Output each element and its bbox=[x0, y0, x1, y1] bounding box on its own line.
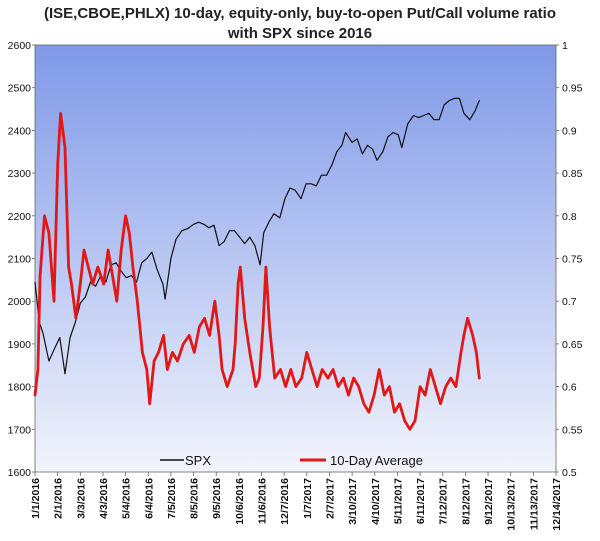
x-tick-label: 11/13/2017 bbox=[528, 478, 540, 530]
y-right-axis: 0.5 0.55 0.6 0.65 0.7 0.75 0.8 0.85 0.9 0.95 1 bbox=[556, 40, 583, 479]
series-line-10-day-average bbox=[33, 111, 481, 431]
x-tick-label: 1/7/2017 bbox=[302, 478, 314, 519]
y-right-tick-label: 0.7 bbox=[562, 296, 577, 308]
x-tick-label: 10/13/2017 bbox=[506, 478, 518, 531]
x-tick-label: 3/10/2017 bbox=[347, 478, 359, 525]
y-left-tick-label: 2500 bbox=[8, 83, 32, 95]
y-right-tick-label: 0.6 bbox=[562, 382, 577, 394]
x-tick-label: 7/12/2017 bbox=[438, 478, 450, 525]
y-right-tick-label: 0.5 bbox=[562, 467, 577, 479]
x-tick-label: 1/1/2016 bbox=[30, 478, 42, 519]
plot-area bbox=[34, 44, 557, 473]
y-left-tick-label: 2000 bbox=[8, 296, 32, 308]
y-left-tick-label: 1900 bbox=[8, 339, 32, 351]
x-tick-label: 5/11/2017 bbox=[392, 478, 404, 524]
x-axis: 1/1/2016 2/1/2016 3/3/2016 4/3/2016 5/4/2016… bbox=[30, 472, 563, 531]
y-left-tick-label: 1800 bbox=[8, 382, 32, 394]
chart-title-line-1: (ISE,CBOE,PHLX) 10-day, equity-only, buy… bbox=[44, 5, 556, 22]
y-left-tick-label: 1700 bbox=[8, 424, 32, 436]
x-tick-label: 12/14/2017 bbox=[551, 478, 563, 531]
series-line-spx bbox=[34, 97, 480, 375]
y-right-tick-label: 1 bbox=[562, 40, 568, 52]
chart-title-line-2: with SPX since 2016 bbox=[227, 25, 372, 42]
x-tick-label: 3/3/2016 bbox=[75, 478, 87, 519]
y-right-tick-label: 0.75 bbox=[562, 254, 583, 266]
y-right-tick-label: 0.85 bbox=[562, 168, 583, 180]
y-left-tick-label: 2200 bbox=[8, 211, 32, 223]
x-tick-label: 11/6/2016 bbox=[257, 478, 269, 524]
x-tick-label: 9/5/2016 bbox=[211, 478, 223, 519]
legend-label-10-day-average: 10-Day Average bbox=[330, 453, 423, 468]
x-tick-label: 2/1/2016 bbox=[53, 478, 65, 519]
y-left-tick-label: 2300 bbox=[8, 168, 32, 180]
y-left-tick-label: 2100 bbox=[8, 254, 32, 266]
y-right-tick-label: 0.55 bbox=[562, 424, 583, 436]
x-tick-label: 8/5/2016 bbox=[189, 478, 201, 519]
y-right-tick-label: 0.8 bbox=[562, 211, 577, 223]
x-tick-label: 4/10/2017 bbox=[370, 478, 382, 525]
y-left-tick-label: 1600 bbox=[8, 467, 32, 479]
legend-label-spx: SPX bbox=[185, 453, 211, 468]
x-tick-label: 5/4/2016 bbox=[121, 478, 133, 519]
x-tick-label: 10/6/2016 bbox=[234, 478, 246, 525]
legend: SPX 10-Day Average bbox=[160, 453, 423, 468]
x-tick-label: 9/12/2017 bbox=[483, 478, 495, 525]
y-left-axis: 1600 1700 1800 1900 2000 2100 2200 2300 2400 2500… bbox=[8, 40, 35, 479]
y-left-tick-label: 2600 bbox=[8, 40, 32, 52]
x-tick-label: 6/4/2016 bbox=[143, 478, 155, 519]
y-right-tick-label: 0.95 bbox=[562, 83, 583, 95]
x-tick-label: 8/12/2017 bbox=[460, 478, 472, 525]
series-layer bbox=[33, 97, 481, 431]
y-right-tick-label: 0.9 bbox=[562, 125, 577, 137]
x-tick-label: 4/3/2016 bbox=[98, 478, 110, 519]
y-left-tick-label: 2400 bbox=[8, 125, 32, 137]
x-tick-label: 12/7/2016 bbox=[279, 478, 291, 525]
x-tick-label: 7/5/2016 bbox=[166, 478, 178, 519]
x-tick-label: 6/11/2017 bbox=[415, 478, 427, 524]
y-right-tick-label: 0.65 bbox=[562, 339, 583, 351]
x-tick-label: 2/7/2017 bbox=[324, 478, 336, 519]
